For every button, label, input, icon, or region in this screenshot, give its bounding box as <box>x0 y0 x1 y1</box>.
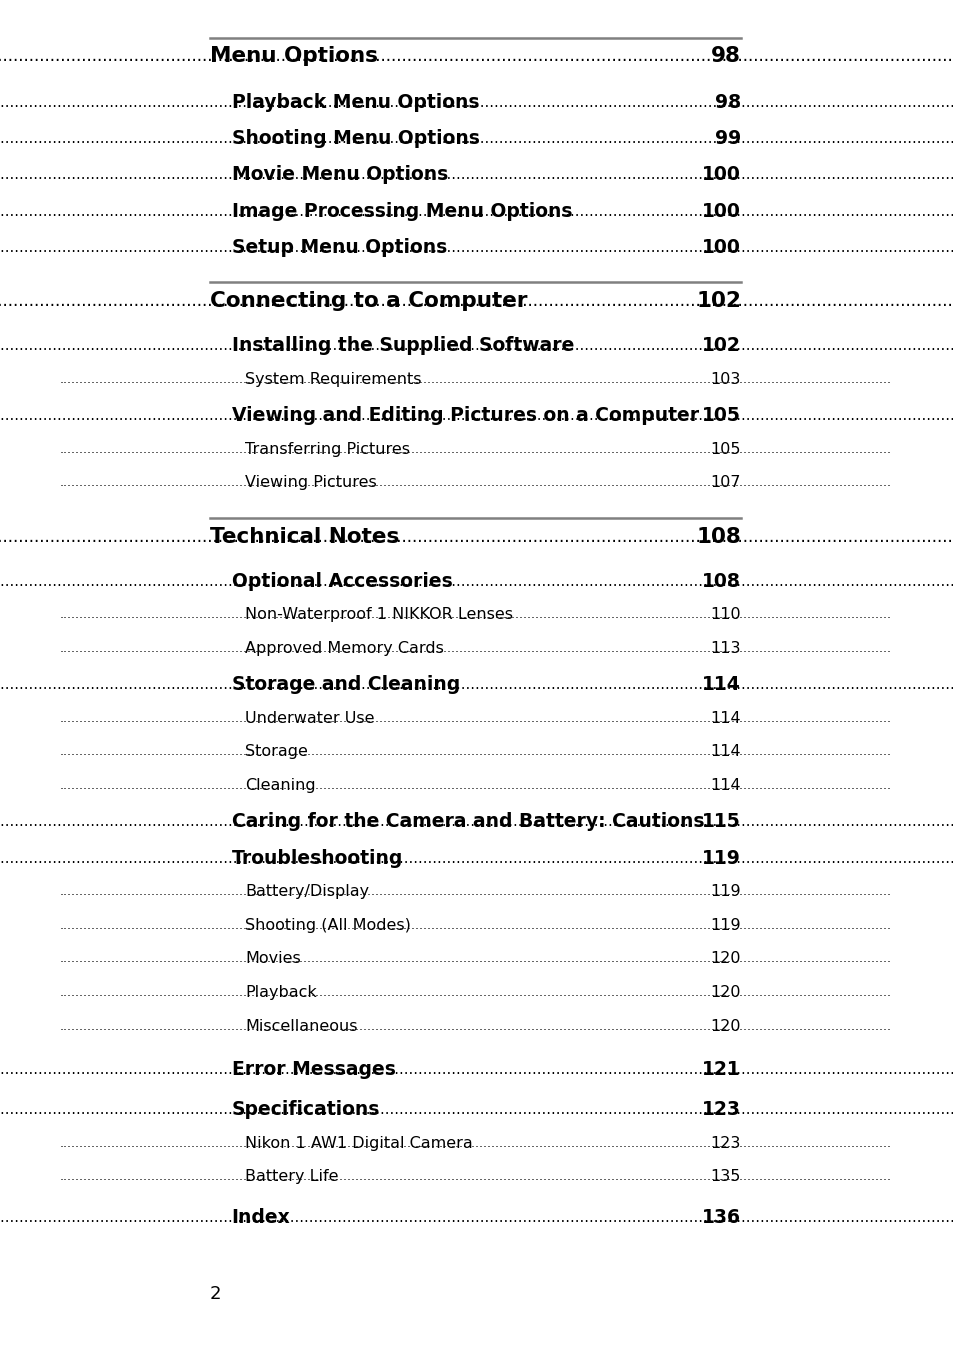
Text: Approved Memory Cards: Approved Memory Cards <box>245 640 443 656</box>
Text: 100: 100 <box>701 202 740 221</box>
Text: ................................................................................: ........................................… <box>59 476 890 490</box>
Text: ................................................................................: ........................................… <box>0 850 953 866</box>
Text: ................................................................................: ........................................… <box>59 745 890 759</box>
Text: Cleaning: Cleaning <box>245 777 315 794</box>
Text: 120: 120 <box>710 1018 740 1034</box>
Text: ................................................................................: ........................................… <box>59 885 890 898</box>
Text: ................................................................................: ........................................… <box>0 1061 953 1077</box>
Text: Index: Index <box>232 1208 290 1227</box>
Text: Shooting Menu Options: Shooting Menu Options <box>232 129 479 148</box>
Text: 114: 114 <box>710 777 740 794</box>
Text: Playback: Playback <box>245 985 316 1001</box>
Text: Battery Life: Battery Life <box>245 1169 338 1185</box>
Text: 105: 105 <box>710 441 740 457</box>
Text: Viewing Pictures: Viewing Pictures <box>245 475 376 491</box>
Text: Transferring Pictures: Transferring Pictures <box>245 441 410 457</box>
Text: 136: 136 <box>701 1208 740 1227</box>
Text: Error Messages: Error Messages <box>232 1060 395 1079</box>
Text: Shooting (All Modes): Shooting (All Modes) <box>245 917 411 933</box>
Text: ................................................................................: ........................................… <box>0 94 953 110</box>
Text: Setup Menu Options: Setup Menu Options <box>232 238 446 257</box>
Text: ................................................................................: ........................................… <box>0 47 953 66</box>
Text: Movies: Movies <box>245 951 300 967</box>
Text: Installing the Supplied Software: Installing the Supplied Software <box>232 336 574 355</box>
Text: ................................................................................: ........................................… <box>59 952 890 966</box>
Text: ................................................................................: ........................................… <box>59 919 890 932</box>
Text: 123: 123 <box>701 1100 740 1119</box>
Text: 114: 114 <box>701 675 740 694</box>
Text: 110: 110 <box>710 607 740 623</box>
Text: ................................................................................: ........................................… <box>0 167 953 183</box>
Text: ................................................................................: ........................................… <box>59 642 890 655</box>
Text: 98: 98 <box>714 93 740 112</box>
Text: ................................................................................: ........................................… <box>59 373 890 386</box>
Text: 121: 121 <box>701 1060 740 1079</box>
Text: ................................................................................: ........................................… <box>59 443 890 456</box>
Text: 107: 107 <box>710 475 740 491</box>
Text: Caring for the Camera and Battery: Cautions: Caring for the Camera and Battery: Cauti… <box>232 812 703 831</box>
Text: 123: 123 <box>710 1135 740 1151</box>
Text: ................................................................................: ........................................… <box>0 814 953 830</box>
Text: 2: 2 <box>210 1284 221 1303</box>
Text: 100: 100 <box>701 238 740 257</box>
Text: 105: 105 <box>701 406 740 425</box>
Text: Miscellaneous: Miscellaneous <box>245 1018 357 1034</box>
Text: 108: 108 <box>696 527 740 546</box>
Text: ................................................................................: ........................................… <box>59 1170 890 1184</box>
Text: ................................................................................: ........................................… <box>0 527 953 546</box>
Text: ................................................................................: ........................................… <box>59 986 890 999</box>
Text: Non-Waterproof 1 NIKKOR Lenses: Non-Waterproof 1 NIKKOR Lenses <box>245 607 513 623</box>
Text: ................................................................................: ........................................… <box>0 239 953 256</box>
Text: Underwater Use: Underwater Use <box>245 710 374 726</box>
Text: Storage: Storage <box>245 744 308 760</box>
Text: 113: 113 <box>710 640 740 656</box>
Text: Specifications: Specifications <box>232 1100 379 1119</box>
Text: Viewing and Editing Pictures on a Computer: Viewing and Editing Pictures on a Comput… <box>232 406 698 425</box>
Text: 102: 102 <box>696 292 740 311</box>
Text: Optional Accessories: Optional Accessories <box>232 572 452 590</box>
Text: Menu Options: Menu Options <box>210 47 377 66</box>
Text: 99: 99 <box>714 129 740 148</box>
Text: Playback Menu Options: Playback Menu Options <box>232 93 478 112</box>
Text: ................................................................................: ........................................… <box>0 677 953 693</box>
Text: Technical Notes: Technical Notes <box>210 527 399 546</box>
Text: 119: 119 <box>701 849 740 868</box>
Text: System Requirements: System Requirements <box>245 371 421 387</box>
Text: Image Processing Menu Options: Image Processing Menu Options <box>232 202 572 221</box>
Text: 114: 114 <box>710 744 740 760</box>
Text: ................................................................................: ........................................… <box>0 1102 953 1118</box>
Text: Battery/Display: Battery/Display <box>245 884 369 900</box>
Text: Movie Menu Options: Movie Menu Options <box>232 165 448 184</box>
Text: ................................................................................: ........................................… <box>0 203 953 219</box>
Text: 98: 98 <box>710 47 740 66</box>
Text: ................................................................................: ........................................… <box>0 338 953 354</box>
Text: 103: 103 <box>710 371 740 387</box>
Text: ................................................................................: ........................................… <box>59 1137 890 1150</box>
Text: Connecting to a Computer: Connecting to a Computer <box>210 292 527 311</box>
Text: ................................................................................: ........................................… <box>0 292 953 311</box>
Text: 115: 115 <box>701 812 740 831</box>
Text: 102: 102 <box>701 336 740 355</box>
Text: 114: 114 <box>710 710 740 726</box>
Text: Troubleshooting: Troubleshooting <box>232 849 402 868</box>
Text: 120: 120 <box>710 985 740 1001</box>
Text: 120: 120 <box>710 951 740 967</box>
Text: ................................................................................: ........................................… <box>0 573 953 589</box>
Text: 135: 135 <box>710 1169 740 1185</box>
Text: ................................................................................: ........................................… <box>59 712 890 725</box>
Text: ................................................................................: ........................................… <box>0 408 953 424</box>
Text: Storage and Cleaning: Storage and Cleaning <box>232 675 459 694</box>
Text: ................................................................................: ........................................… <box>59 1020 890 1033</box>
Text: 100: 100 <box>701 165 740 184</box>
Text: 119: 119 <box>710 884 740 900</box>
Text: ................................................................................: ........................................… <box>59 608 890 621</box>
Text: ................................................................................: ........................................… <box>59 779 890 792</box>
Text: 108: 108 <box>701 572 740 590</box>
Text: ................................................................................: ........................................… <box>0 1209 953 1225</box>
Text: Nikon 1 AW1 Digital Camera: Nikon 1 AW1 Digital Camera <box>245 1135 472 1151</box>
Text: 119: 119 <box>710 917 740 933</box>
Text: ................................................................................: ........................................… <box>0 130 953 147</box>
